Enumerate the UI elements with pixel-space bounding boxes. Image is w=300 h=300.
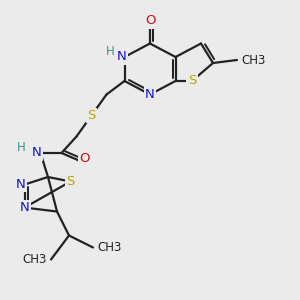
Text: CH3: CH3 [97,241,122,254]
Text: S: S [87,109,96,122]
Text: S: S [66,175,75,188]
Text: N: N [16,178,26,191]
Text: O: O [145,14,155,28]
Text: S: S [188,74,196,88]
Text: CH3: CH3 [22,253,47,266]
Text: N: N [32,146,42,160]
Text: N: N [117,50,126,64]
Text: CH3: CH3 [241,53,266,67]
Text: H: H [106,45,115,58]
Text: N: N [145,88,155,101]
Text: H: H [17,141,26,154]
Text: N: N [20,201,29,214]
Text: O: O [80,152,90,165]
